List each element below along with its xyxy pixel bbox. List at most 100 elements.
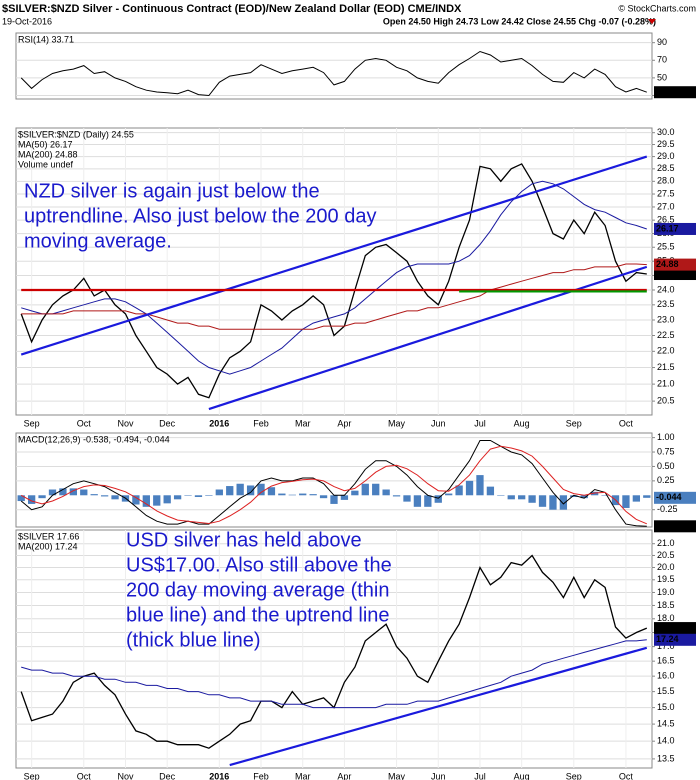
y-tick-label: 21.5	[657, 362, 675, 372]
y-tick-label: 28.0	[657, 176, 675, 186]
y-tick-label: 0.50	[657, 461, 675, 471]
x-tick-label: Dec	[159, 418, 176, 428]
histogram-bar	[309, 494, 317, 496]
y-tick-label: 21.0	[657, 378, 675, 388]
x-tick-label: Aug	[514, 418, 530, 428]
value-label: 17.24	[656, 634, 679, 644]
value-label: 24.55	[656, 268, 679, 278]
histogram-bar	[27, 495, 36, 504]
y-tick-label: 22.0	[657, 346, 675, 356]
y-tick-label: 20.0	[657, 562, 675, 572]
down-arrow	[648, 19, 656, 24]
value-label: 33.71	[656, 87, 679, 97]
histogram-bar	[59, 488, 67, 496]
legend-entry: MA(200) 17.24	[18, 541, 78, 551]
histogram-bar	[518, 495, 526, 500]
histogram-bar	[215, 489, 223, 496]
value-box	[654, 622, 696, 635]
x-tick-label: Dec	[159, 771, 176, 780]
x-tick-label: 2016	[209, 418, 229, 428]
histogram-bar	[434, 495, 442, 503]
histogram-bar	[319, 495, 328, 499]
histogram-bar	[486, 486, 495, 496]
value-label: -0.538	[656, 521, 682, 531]
y-tick-label: 22.5	[657, 330, 675, 340]
histogram-bar	[17, 495, 25, 502]
x-tick-label: Jul	[474, 418, 486, 428]
x-tick-label: Jun	[431, 771, 446, 780]
histogram-bar	[570, 495, 578, 498]
series-line	[21, 180, 647, 375]
y-tick-label: 26.5	[657, 215, 675, 225]
histogram-bar	[549, 495, 557, 510]
annotation: blue line) and the uptrend line	[126, 604, 390, 626]
y-tick-label: 13.5	[657, 753, 675, 763]
x-tick-label: Aug	[514, 771, 530, 780]
x-tick-label: May	[388, 771, 406, 780]
value-label: 26.17	[656, 223, 679, 233]
x-tick-label: Apr	[337, 771, 351, 780]
histogram-bar	[538, 495, 547, 507]
series-line	[21, 263, 647, 330]
histogram-bar	[340, 495, 349, 500]
y-tick-label: 15.5	[657, 686, 675, 696]
histogram-bar	[194, 495, 203, 498]
histogram-bar	[632, 495, 641, 502]
panel-title: MACD(12,26,9) -0.538, -0.494, -0.044	[18, 434, 170, 444]
x-tick-label: Feb	[253, 771, 269, 780]
value-box	[654, 86, 696, 99]
value-label: 24.88	[656, 259, 679, 269]
histogram-bar	[445, 493, 453, 496]
histogram-bar	[80, 489, 88, 496]
histogram-bar	[455, 485, 463, 496]
y-tick-label: 90	[657, 37, 667, 47]
histogram-bar	[38, 495, 46, 499]
legend-entry: $SILVER:$NZD (Daily) 24.55	[18, 129, 134, 139]
annotation: (thick blue line)	[126, 629, 261, 651]
y-tick-label: 19.5	[657, 574, 675, 584]
x-tick-label: May	[388, 418, 406, 428]
y-tick-label: 23.0	[657, 314, 675, 324]
annotation: moving average.	[24, 230, 172, 252]
y-tick-label: 16.5	[657, 656, 675, 666]
histogram-bar	[591, 491, 599, 496]
series-line	[20, 163, 647, 399]
histogram-bar	[153, 495, 161, 506]
y-tick-label: 50	[657, 72, 667, 82]
value-box	[654, 222, 696, 235]
x-tick-label: Nov	[117, 418, 134, 428]
x-tick-label: Sep	[566, 418, 582, 428]
histogram-bar	[476, 475, 484, 496]
series-line	[20, 440, 647, 527]
y-tick-label: 27.5	[657, 188, 675, 198]
y-tick-label: 18.0	[657, 613, 675, 623]
trend-line	[20, 155, 648, 356]
x-tick-label: Nov	[117, 771, 134, 780]
histogram-bar	[497, 495, 505, 496]
y-tick-label: 20.5	[657, 395, 675, 405]
series-line	[20, 445, 647, 525]
histogram-bar	[100, 495, 109, 497]
panel-frame	[15, 432, 653, 528]
value-box	[654, 491, 696, 504]
histogram-bar	[205, 495, 213, 496]
panel-frame	[15, 529, 653, 769]
x-tick-label: Sep	[24, 418, 40, 428]
legend-entry: MA(200) 24.88	[18, 149, 78, 159]
value-box	[654, 520, 696, 533]
x-tick-label: 2016	[209, 771, 229, 780]
legend-entry: MA(50) 26.17	[18, 139, 73, 149]
y-tick-label: 20.5	[657, 550, 675, 560]
histogram-bar	[622, 495, 630, 508]
annotation: NZD silver is again just below the	[24, 180, 320, 202]
x-tick-label: Oct	[77, 771, 92, 780]
value-box	[654, 633, 696, 646]
value-label: 17.66	[656, 622, 679, 632]
histogram-bar	[90, 494, 98, 496]
y-tick-label: 14.5	[657, 718, 675, 728]
x-tick-label: Oct	[619, 771, 634, 780]
header-title: $SILVER:$NZD Silver - Continuous Contrac…	[2, 3, 462, 15]
histogram-bar	[528, 495, 536, 503]
value-label: -0.044	[656, 492, 682, 502]
